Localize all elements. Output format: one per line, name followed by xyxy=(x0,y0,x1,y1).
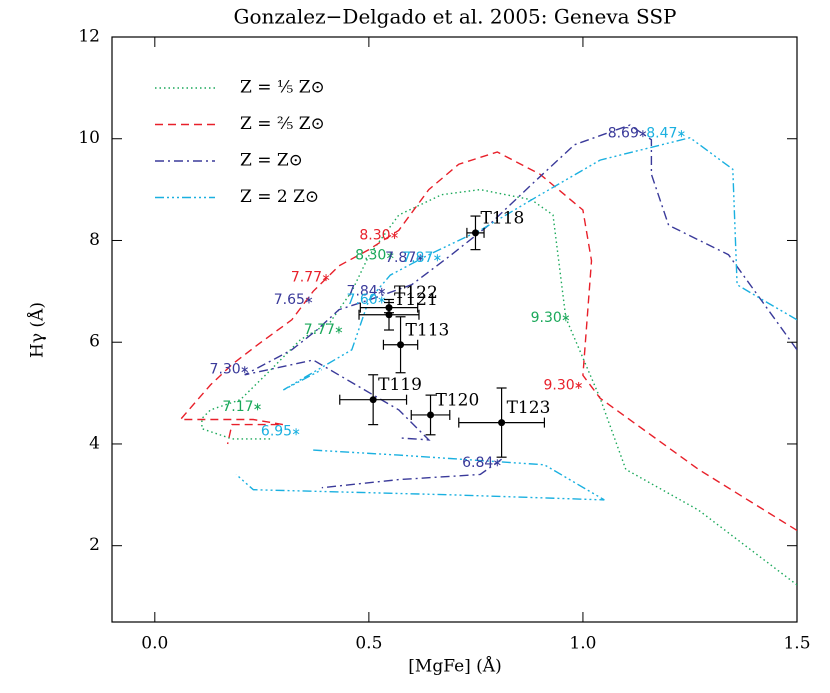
age-label: 8.47 xyxy=(646,126,677,142)
age-label: 7.60 xyxy=(347,292,378,308)
age-marker-stroke xyxy=(434,255,441,261)
age-marker-stroke xyxy=(241,367,248,373)
age-marker xyxy=(322,274,330,282)
age-marker-stroke xyxy=(562,315,570,321)
age-label: 8.69 xyxy=(608,126,639,142)
age-marker xyxy=(575,381,582,389)
point-label: T118 xyxy=(480,208,524,228)
age-marker xyxy=(305,296,313,304)
age-marker xyxy=(639,130,647,138)
age-label: 7.87 xyxy=(385,250,416,266)
chart-title: Gonzalez−Delgado et al. 2005: Geneva SSP xyxy=(234,5,677,29)
age-marker-stroke xyxy=(575,383,582,388)
x-tick-label: 1.5 xyxy=(783,634,810,654)
age-label: 7.77 xyxy=(291,270,322,286)
x-tick-label: 1.0 xyxy=(569,634,596,654)
age-marker xyxy=(678,130,685,138)
age-marker xyxy=(335,326,343,334)
age-marker xyxy=(241,366,248,374)
age-marker xyxy=(292,428,300,436)
y-tick-label: 8 xyxy=(89,230,100,250)
y-tick-label: 6 xyxy=(89,332,100,352)
y-tick-label: 2 xyxy=(89,535,100,555)
age-marker xyxy=(378,296,385,304)
point-label: T123 xyxy=(507,398,551,418)
age-marker-stroke xyxy=(639,131,647,137)
age-label: 7.77 xyxy=(304,322,335,338)
point-label: T119 xyxy=(378,375,422,395)
y-axis-title: Hγ (Å) xyxy=(27,302,48,358)
age-marker-stroke xyxy=(378,297,385,303)
age-marker xyxy=(434,254,441,262)
data-point xyxy=(498,419,506,427)
age-label: 9.30 xyxy=(543,377,574,393)
age-marker-stroke xyxy=(254,404,261,410)
age-marker-stroke xyxy=(322,275,330,281)
x-axis-title: [MgFe] (Å) xyxy=(408,656,501,677)
point-label: T120 xyxy=(436,390,480,410)
age-label: 7.84 xyxy=(347,283,378,299)
legend-label: Z = ⅖ Z⊙ xyxy=(240,114,325,134)
legend-label: Z = ⅕ Z⊙ xyxy=(240,78,325,98)
model-line xyxy=(235,136,797,501)
plot-area xyxy=(178,124,797,586)
data-point xyxy=(471,229,479,237)
age-marker-stroke xyxy=(391,232,398,238)
plot-frame xyxy=(111,36,798,623)
age-marker-stroke xyxy=(378,288,385,294)
age-label: 6.84 xyxy=(462,455,493,471)
age-label: 6.95 xyxy=(261,424,292,440)
age-marker-stroke xyxy=(494,460,501,466)
x-tick-label: 0.5 xyxy=(355,634,382,654)
age-marker xyxy=(387,252,394,260)
model-line xyxy=(178,151,797,531)
age-marker xyxy=(391,231,398,239)
age-label: 7.65 xyxy=(274,292,305,308)
legend-label: Z = 2 Z⊙ xyxy=(240,187,319,207)
data-point xyxy=(369,396,377,404)
age-label: 9.30 xyxy=(531,310,562,326)
y-tick-label: 12 xyxy=(78,27,100,47)
data-point xyxy=(427,411,435,419)
age-marker xyxy=(562,314,570,322)
point-label: T122 xyxy=(394,283,438,303)
y-tick-label: 10 xyxy=(78,128,100,148)
age-marker xyxy=(378,287,385,295)
age-marker-stroke xyxy=(416,255,424,261)
age-marker-stroke xyxy=(678,131,685,137)
x-tick-label: 0.0 xyxy=(141,634,168,654)
model-line xyxy=(201,188,797,586)
age-marker-stroke xyxy=(292,429,300,435)
data-point xyxy=(397,341,405,349)
model-line xyxy=(244,124,797,489)
age-marker-stroke xyxy=(335,327,343,333)
age-marker-stroke xyxy=(305,297,313,303)
point-label: T113 xyxy=(406,320,450,340)
y-tick-label: 4 xyxy=(89,433,100,453)
age-marker xyxy=(254,403,261,411)
legend-label: Z = Z⊙ xyxy=(240,151,303,171)
age-label: 8.30 xyxy=(359,227,390,243)
age-marker-stroke xyxy=(387,253,394,259)
point-label: T121 xyxy=(394,290,438,310)
age-marker xyxy=(416,254,424,262)
age-label: 7.87 xyxy=(402,250,433,266)
data-point xyxy=(385,311,393,319)
age-label: 8.30 xyxy=(355,248,386,264)
age-label: 7.17 xyxy=(222,399,253,415)
age-marker xyxy=(494,459,501,467)
age-label: 7.30 xyxy=(210,362,241,378)
